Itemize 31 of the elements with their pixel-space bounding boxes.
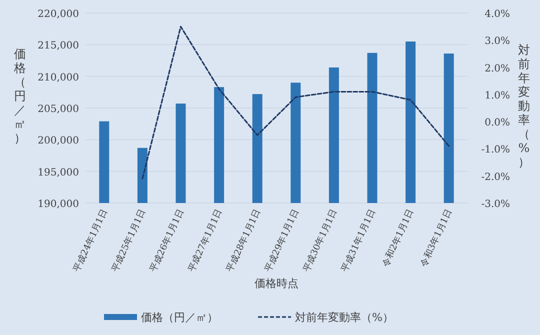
y2-tick-label: 1.0% (484, 90, 510, 102)
x-tick-label: 平成29年1月1日 (262, 208, 302, 274)
x-axis-title: 価格時点 (254, 277, 298, 290)
y-tick-label: 220,000 (38, 9, 79, 20)
y2-tick-label: 3.0% (484, 36, 510, 48)
x-tick-label: 平成31年1月1日 (339, 208, 378, 274)
x-tick-label: 平成28年1月1日 (224, 208, 264, 274)
y-tick-label: 205,000 (38, 104, 79, 115)
text: 対前年変動率（%） (518, 43, 530, 169)
y2-tick-label: -1.0% (481, 144, 510, 156)
legend-label: 対前年変動率（%） (295, 311, 394, 324)
y-tick-label: 195,000 (38, 167, 79, 178)
x-tick-label: 平成27年1月1日 (186, 208, 225, 274)
y-tick-label: 190,000 (38, 199, 79, 210)
x-tick-label: 平成24年1月1日 (71, 208, 110, 274)
x-tick-label: 平成30年1月1日 (301, 208, 340, 274)
y2-tick-label: -3.0% (481, 199, 510, 210)
x-tick-label: 令和3年1月1日 (418, 208, 455, 269)
y-axis-title: 価格（円／㎡） (13, 47, 26, 145)
y-tick-label: 200,000 (38, 136, 79, 147)
line-series (142, 26, 450, 180)
legend-label: 価格（円／㎡） (141, 311, 218, 324)
x-tick-label: 平成26年1月1日 (148, 208, 186, 274)
x-tick-label: 平成25年1月1日 (110, 208, 148, 274)
y-tick-label: 215,000 (38, 40, 79, 52)
x-tick-label: 令和2年1月1日 (380, 208, 416, 269)
y2-tick-label: 0.0% (484, 118, 510, 129)
y-tick-label: 210,000 (38, 72, 79, 84)
y2-tick-label: 4.0% (484, 9, 510, 20)
y2-tick-label: -2.0% (481, 172, 510, 183)
y2-tick-label: 2.0% (484, 63, 510, 74)
